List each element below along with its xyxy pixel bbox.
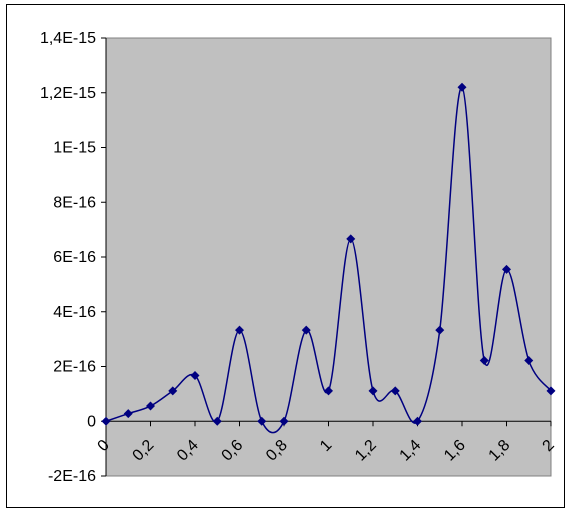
data-point-marker	[457, 82, 467, 92]
data-point-marker	[146, 401, 155, 411]
series-markers	[101, 82, 556, 426]
data-point-marker	[435, 325, 445, 335]
data-point-marker	[324, 386, 333, 396]
data-point-marker	[279, 416, 289, 426]
data-point-marker	[101, 416, 111, 426]
data-point-marker	[390, 386, 400, 396]
data-point-marker	[212, 416, 222, 426]
data-point-marker	[168, 386, 178, 396]
data-point-marker	[368, 386, 378, 396]
y-tick-label: 8E-16	[53, 194, 96, 211]
y-tick-label: 2E-16	[53, 359, 96, 376]
data-point-marker	[502, 264, 511, 274]
data-point-marker	[346, 234, 356, 244]
data-point-marker	[413, 416, 422, 426]
data-point-marker	[123, 409, 133, 419]
y-tick-label: 1E-15	[53, 140, 96, 157]
data-point-marker	[524, 355, 534, 365]
y-tick-label: -2E-16	[48, 468, 96, 485]
y-tick-label: 4E-16	[53, 304, 96, 321]
data-point-marker	[301, 325, 311, 335]
y-tick-label: 6E-16	[53, 249, 96, 266]
y-tick-label: 1,2E-15	[40, 85, 96, 102]
y-tick-label: 1,4E-15	[40, 30, 96, 47]
plot-area	[105, 37, 552, 477]
data-point-marker	[479, 355, 489, 365]
data-point-marker	[257, 416, 267, 426]
data-point-marker	[235, 325, 244, 335]
y-axis: 1,4E-15 1,2E-15 1E-15 8E-16 6E-16 4E-16 2E-16 0…	[40, 30, 107, 485]
y-tick-label: 0	[87, 413, 96, 430]
data-point-marker	[546, 386, 556, 396]
data-point-marker	[190, 371, 200, 381]
